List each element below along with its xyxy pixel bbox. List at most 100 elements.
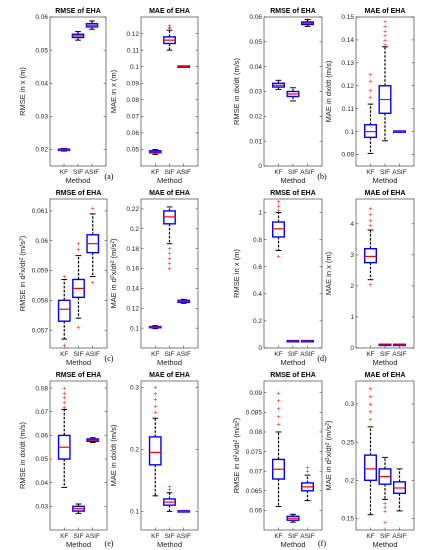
- y-tick-label: 0.16: [126, 266, 139, 273]
- y-tick-label: 0.057: [32, 327, 49, 334]
- plot-title: RMSE of EHA: [270, 8, 316, 15]
- outlier-marker: +: [368, 72, 373, 78]
- y-tick-label: 0: [258, 345, 262, 352]
- outlier-marker: +: [383, 501, 388, 507]
- panel-caption: (e): [105, 539, 114, 548]
- x-tick-label: ASIF: [86, 533, 100, 540]
- x-tick-label: SIF: [288, 169, 298, 176]
- outlier-marker: +: [383, 33, 388, 39]
- y-tick-label: 0.12: [126, 305, 139, 312]
- box-sif: [286, 339, 300, 343]
- box-asif: ++: [301, 465, 315, 502]
- y-tick-label: 0.04: [35, 480, 48, 487]
- outlier-marker: +: [76, 325, 81, 331]
- box-kf: [148, 325, 162, 330]
- outlier-marker: +: [167, 267, 172, 273]
- y-tick-label: 0.08: [35, 385, 48, 392]
- box-kf: +++++: [148, 385, 162, 497]
- subplot-2: 0.05 0.06 0.07 0.08 0.09 0.1 0.11 0.12 KF SIF ASIF…: [109, 8, 199, 185]
- y-tick-label: 0.06: [35, 238, 48, 245]
- box-asif: ++: [86, 206, 100, 286]
- y-tick-label: 0.06: [249, 508, 262, 515]
- box-asif: [393, 468, 407, 512]
- x-axis-label: Method: [280, 358, 305, 367]
- y-tick-label: 0.1: [130, 325, 139, 332]
- y-tick-label: 0.4: [253, 291, 262, 298]
- y-axis-label: MAE in d2x/dt2 (m/s2): [109, 238, 118, 309]
- outlier-marker: +: [368, 223, 373, 229]
- y-axis-label: MAE in x (m): [109, 69, 118, 113]
- outlier-marker: +: [62, 343, 67, 349]
- box-kf: [57, 147, 71, 152]
- y-tick-label: 0.13: [341, 60, 354, 67]
- x-tick-label: ASIF: [392, 351, 406, 358]
- y-tick-label: 0: [350, 345, 354, 352]
- y-tick-label: 0.6: [253, 264, 262, 271]
- x-tick-label: KF: [151, 351, 159, 358]
- plot-title: RMSE of EHA: [270, 190, 316, 197]
- x-tick-label: SIF: [73, 533, 83, 540]
- subplot-11: 0.06 0.065 0.07 0.075 0.08 0.085 0.09 KF SIF ASIF…: [232, 372, 323, 549]
- x-tick-label: KF: [60, 533, 68, 540]
- outlier-marker: +: [153, 410, 158, 416]
- y-tick-label: 4: [350, 221, 354, 228]
- y-tick-label: 0.2: [130, 446, 139, 453]
- x-tick-label: ASIF: [177, 169, 191, 176]
- box-sif: +++: [72, 242, 85, 331]
- box-kf: ++++: [364, 72, 378, 154]
- y-tick-label: 0.061: [32, 208, 49, 215]
- y-tick-label: 0.05: [249, 39, 262, 46]
- box-iqr: [364, 247, 378, 264]
- plot-title: MAE of EHA: [149, 8, 190, 15]
- box-sif: [71, 31, 85, 41]
- y-tick-label: 0.02: [249, 114, 262, 121]
- x-tick-label: KF: [151, 169, 159, 176]
- outlier-marker: +: [62, 391, 67, 397]
- plot-title: RMSE of EHA: [56, 190, 102, 197]
- outlier-marker: +: [383, 38, 388, 44]
- subplot-10: 0.1 0.2 0.3 KF SIF ASIF MAE of EHA Method MAE in…: [109, 372, 199, 549]
- outlier-marker: +: [153, 398, 158, 404]
- y-tick-label: 0.1: [130, 64, 139, 71]
- y-tick-label: 0.2: [130, 226, 139, 233]
- y-axis-label: RMSE in x (m): [232, 249, 241, 298]
- x-tick-label: ASIF: [300, 533, 314, 540]
- plot-area: [140, 16, 199, 167]
- outlier-marker: +: [368, 410, 373, 416]
- plot-area: [355, 198, 415, 349]
- box-iqr: [148, 436, 162, 466]
- y-tick-label: 0.09: [341, 152, 354, 159]
- x-tick-label: ASIF: [85, 169, 99, 176]
- x-tick-label: ASIF: [177, 533, 191, 540]
- x-tick-label: ASIF: [300, 169, 314, 176]
- outlier-marker: +: [305, 469, 310, 475]
- x-tick-label: KF: [151, 533, 159, 540]
- x-tick-label: ASIF: [300, 351, 314, 358]
- box-asif: [177, 510, 191, 513]
- x-tick-label: SIF: [380, 533, 390, 540]
- x-axis-label: Method: [157, 540, 182, 549]
- plot-title: MAE of EHA: [149, 190, 190, 197]
- outlier-marker: +: [62, 274, 67, 280]
- x-axis-label: Method: [65, 176, 90, 185]
- y-tick-label: 0.15: [341, 14, 354, 21]
- y-tick-label: 0.18: [126, 246, 139, 253]
- y-tick-label: 0.06: [35, 14, 48, 21]
- outlier-marker: +: [62, 386, 67, 392]
- x-axis-label: Method: [372, 540, 397, 549]
- y-tick-label: 0.09: [126, 80, 139, 87]
- outlier-marker: +: [62, 400, 67, 406]
- box-sif: [286, 87, 300, 102]
- box-iqr: [57, 299, 71, 322]
- y-tick-label: 0.01: [249, 138, 262, 145]
- outlier-marker: +: [368, 213, 373, 219]
- x-axis-label: Method: [157, 176, 182, 185]
- box-iqr: [272, 221, 286, 238]
- subplot-1: 0.02 0.03 0.04 0.05 0.06 KF SIF ASIF RMSE of EHA…: [18, 8, 107, 185]
- plot-title: RMSE of EHA: [56, 372, 102, 379]
- x-tick-label: KF: [274, 351, 282, 358]
- outlier-marker: +: [167, 488, 172, 494]
- y-tick-label: 1: [258, 210, 262, 217]
- y-tick-label: 0.2: [345, 478, 354, 485]
- box-asif: [393, 343, 407, 347]
